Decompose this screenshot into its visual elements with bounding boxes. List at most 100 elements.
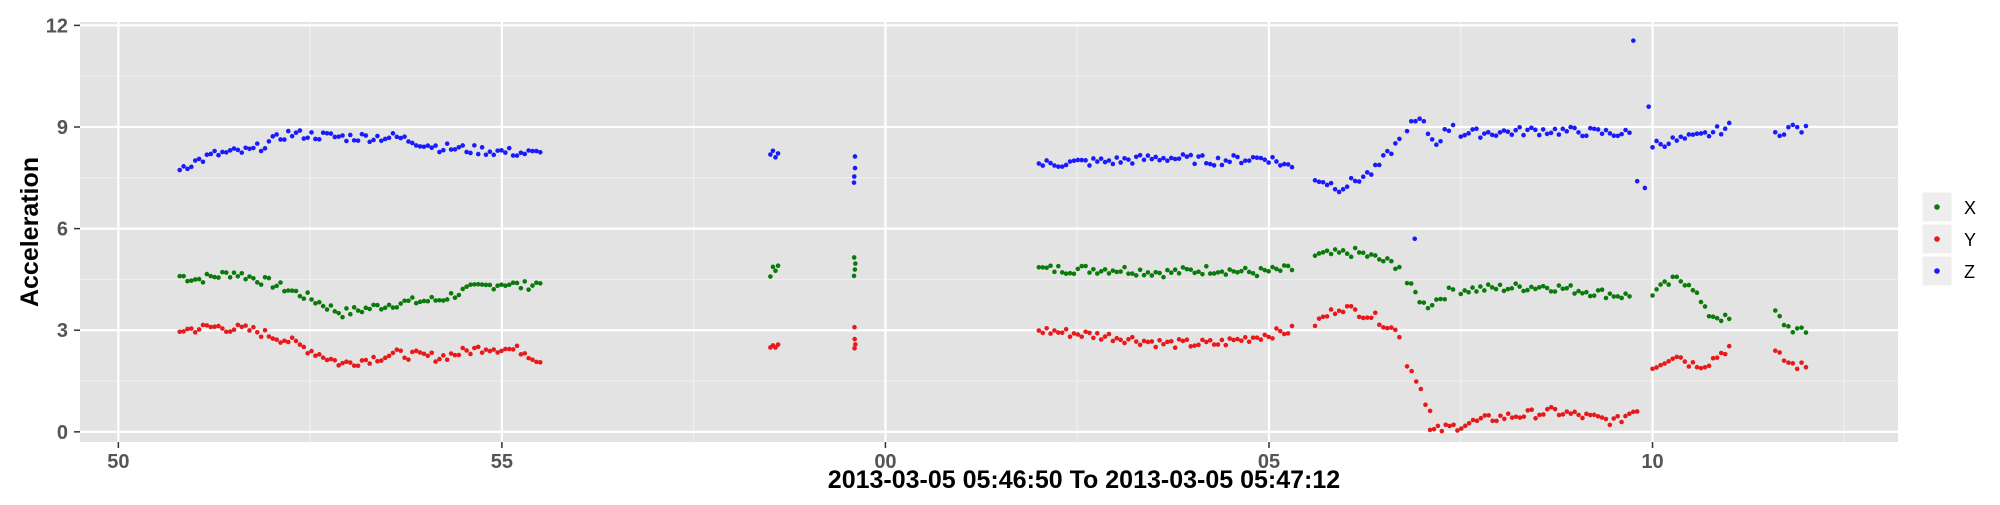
data-point-y bbox=[254, 330, 260, 335]
data-point-z bbox=[293, 130, 299, 136]
data-point-z bbox=[285, 128, 291, 134]
x-tick-label: 55 bbox=[491, 451, 513, 473]
data-point-x bbox=[359, 309, 365, 315]
data-point-x bbox=[1544, 285, 1550, 291]
data-point-y bbox=[375, 358, 380, 364]
data-point-y bbox=[510, 347, 516, 352]
data-point-y bbox=[1204, 339, 1209, 345]
data-point-y bbox=[452, 352, 458, 358]
data-point-y bbox=[1270, 336, 1275, 341]
data-point-y bbox=[1726, 343, 1732, 349]
data-point-z bbox=[1634, 178, 1640, 184]
data-point-z bbox=[355, 138, 361, 143]
data-point-z bbox=[1803, 123, 1809, 129]
data-point-x bbox=[1505, 286, 1511, 292]
data-point-y bbox=[285, 339, 291, 345]
data-point-z bbox=[1485, 129, 1491, 135]
data-point-y bbox=[1235, 336, 1240, 342]
data-point-y bbox=[1320, 314, 1326, 320]
data-point-x bbox=[1204, 264, 1209, 269]
data-point-x bbox=[382, 305, 388, 311]
data-point-x bbox=[1235, 270, 1240, 275]
data-point-x bbox=[1619, 295, 1624, 301]
data-point-y bbox=[1490, 418, 1495, 424]
data-point-z bbox=[1404, 128, 1410, 134]
data-point-z bbox=[351, 138, 357, 143]
data-point-y bbox=[1312, 323, 1318, 329]
data-point-x bbox=[851, 273, 857, 279]
data-point-x bbox=[266, 275, 272, 281]
data-point-x bbox=[768, 274, 773, 279]
data-point-x bbox=[514, 280, 520, 286]
data-point-x bbox=[522, 279, 528, 284]
data-point-z bbox=[1141, 157, 1147, 163]
data-point-z bbox=[460, 143, 466, 148]
data-point-y bbox=[503, 346, 508, 352]
data-point-x bbox=[278, 280, 283, 285]
data-point-z bbox=[1678, 134, 1684, 140]
data-point-y bbox=[1091, 335, 1096, 341]
data-point-z bbox=[1356, 179, 1362, 184]
data-point-z bbox=[1266, 160, 1271, 165]
data-point-y bbox=[227, 329, 233, 334]
data-point-z bbox=[332, 134, 338, 140]
data-point-y bbox=[1052, 328, 1057, 333]
data-point-x bbox=[1670, 274, 1676, 280]
data-point-y bbox=[208, 324, 214, 330]
data-point-z bbox=[1227, 159, 1232, 165]
data-point-z bbox=[1098, 156, 1104, 161]
data-point-x bbox=[1694, 290, 1700, 296]
data-point-z bbox=[235, 147, 241, 153]
data-point-z bbox=[1478, 135, 1483, 140]
data-point-x bbox=[204, 271, 210, 277]
data-point-z bbox=[487, 149, 493, 155]
data-point-x bbox=[1497, 282, 1503, 288]
data-point-y bbox=[402, 355, 407, 361]
data-point-z bbox=[1790, 122, 1796, 128]
data-point-x bbox=[274, 283, 279, 289]
data-point-z bbox=[1192, 161, 1197, 167]
data-point-z bbox=[425, 143, 431, 148]
data-point-z bbox=[1690, 132, 1696, 137]
data-point-x bbox=[1122, 264, 1127, 270]
data-point-z bbox=[1482, 131, 1487, 136]
data-point-z bbox=[192, 158, 198, 163]
data-point-x bbox=[1584, 289, 1589, 295]
data-point-y bbox=[1794, 366, 1800, 372]
data-point-x bbox=[177, 273, 183, 279]
data-point-x bbox=[1718, 318, 1724, 324]
data-point-y bbox=[1145, 339, 1151, 345]
data-point-y bbox=[1427, 408, 1433, 414]
data-point-z bbox=[216, 152, 221, 158]
data-point-x bbox=[1517, 284, 1522, 289]
data-point-x bbox=[468, 282, 473, 288]
data-point-z bbox=[1521, 132, 1526, 138]
data-point-x bbox=[1536, 285, 1542, 290]
data-point-x bbox=[1576, 288, 1581, 294]
data-point-z bbox=[773, 155, 778, 160]
data-point-y bbox=[1580, 415, 1585, 421]
data-point-z bbox=[1544, 131, 1550, 137]
data-point-y bbox=[1094, 330, 1100, 336]
data-point-z bbox=[1091, 156, 1096, 161]
data-point-y bbox=[1670, 356, 1676, 362]
data-point-z bbox=[1509, 132, 1515, 137]
data-point-x bbox=[1377, 257, 1382, 262]
data-point-x bbox=[320, 303, 326, 309]
data-point-x bbox=[1364, 254, 1370, 259]
data-point-z bbox=[1052, 163, 1057, 168]
data-point-x bbox=[1682, 283, 1688, 288]
data-point-y bbox=[537, 360, 543, 365]
data-point-z bbox=[181, 164, 186, 169]
data-point-x bbox=[1521, 288, 1526, 294]
data-point-x bbox=[1110, 268, 1116, 273]
data-point-z bbox=[1674, 138, 1680, 143]
data-point-z bbox=[406, 139, 411, 144]
data-point-x bbox=[1429, 302, 1435, 308]
data-point-y bbox=[1611, 416, 1617, 421]
data-point-y bbox=[1285, 331, 1291, 336]
data-point-z bbox=[1595, 127, 1601, 132]
data-point-z bbox=[1316, 179, 1322, 185]
data-point-x bbox=[1493, 286, 1499, 292]
data-point-x bbox=[1285, 263, 1291, 269]
